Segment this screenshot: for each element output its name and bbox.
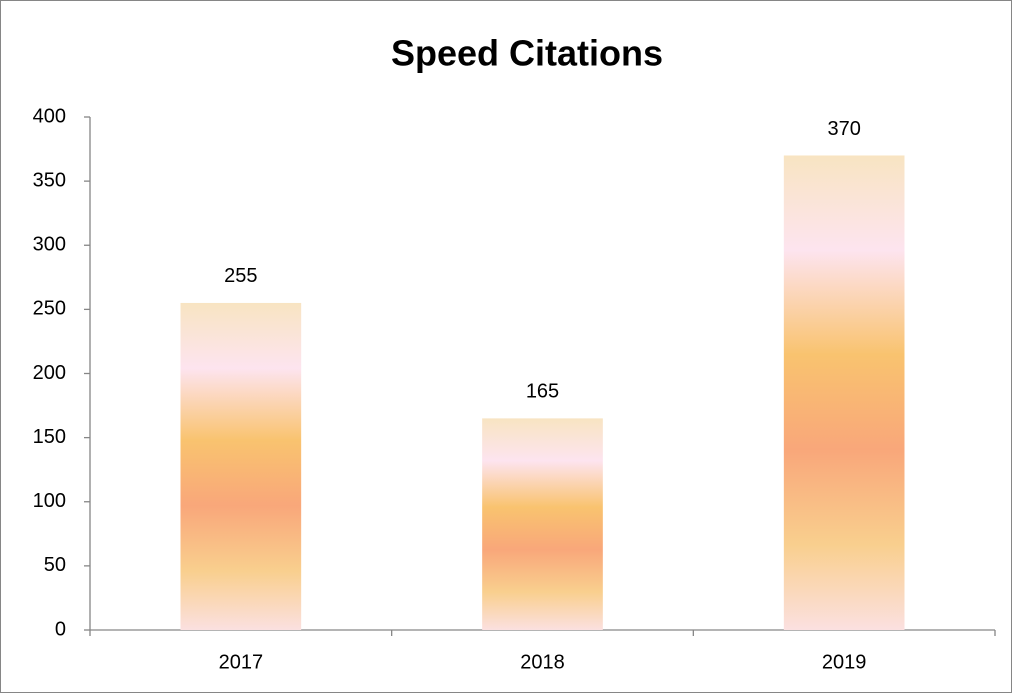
y-tick-label: 0	[55, 618, 66, 640]
y-tick-label: 300	[33, 234, 66, 256]
data-label: 165	[526, 381, 559, 403]
y-tick-label: 250	[33, 298, 66, 320]
data-label: 370	[827, 118, 860, 140]
x-tick-label: 2018	[520, 651, 565, 673]
y-tick-label: 50	[44, 554, 66, 576]
y-tick-label: 150	[33, 426, 66, 448]
bar	[482, 418, 603, 630]
y-tick-label: 400	[33, 105, 66, 127]
y-tick-label: 100	[33, 490, 66, 512]
x-tick-label: 2017	[219, 651, 264, 673]
y-tick-label: 350	[33, 169, 66, 191]
x-tick-label: 2019	[822, 651, 867, 673]
bar	[180, 302, 302, 630]
data-label: 255	[224, 265, 257, 287]
bar	[783, 155, 905, 630]
chart-title: Speed Citations	[391, 33, 663, 74]
y-tick-label: 200	[33, 362, 66, 384]
